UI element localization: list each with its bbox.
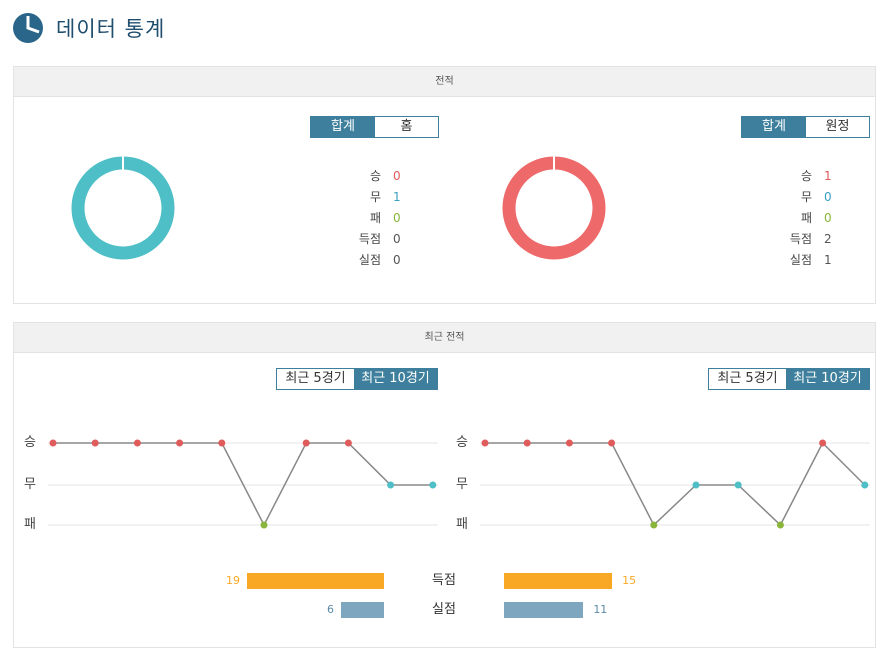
tab-home-recent-10[interactable]: 최근 10경기 (354, 369, 437, 389)
home-stat-label: 득점 (358, 232, 381, 246)
away-stat-value: 0 (824, 190, 832, 204)
home-stat-value: 0 (393, 169, 401, 183)
away-goals-value: 15 (622, 574, 637, 587)
tab-home-only[interactable]: 홈 (375, 117, 438, 137)
record-panel: 전적 합계 홈 승 0 무 1 패 0 득점 0 실점 0 합계 원정 승 1 무 0 패 0 득점 2 실점 1 (13, 66, 876, 304)
home-recent-result-point (344, 439, 352, 447)
recent-panel: 최근 전적 최근 5경기 최근 10경기 최근 5경기 최근 10경기 승 무 … (13, 322, 876, 648)
home-recent-line-chart (48, 439, 438, 529)
away-recent-result-point (481, 439, 489, 447)
away-recent-result-point (523, 439, 531, 447)
home-recent-tabs: 최근 5경기 최근 10경기 (276, 368, 438, 390)
tab-away-only[interactable]: 원정 (806, 117, 869, 137)
home-stat-value: 1 (393, 190, 401, 204)
away-recent-result-point (861, 481, 869, 489)
home-recent-result-point (176, 439, 184, 447)
home-y-label-loss: 패 (24, 517, 36, 532)
home-goals-bar (247, 573, 384, 589)
home-stat-value: 0 (393, 211, 401, 225)
record-panel-title: 전적 (14, 67, 875, 97)
page-title: 데이터 통계 (56, 17, 166, 41)
away-stat-label: 무 (800, 190, 812, 204)
tab-home-total[interactable]: 합계 (311, 117, 375, 137)
away-recent-result-point (608, 439, 616, 447)
home-record-tabs: 합계 홈 (310, 116, 439, 138)
home-recent-result-point (302, 439, 310, 447)
tab-home-recent-5[interactable]: 최근 5경기 (277, 369, 354, 389)
home-stat-label: 무 (369, 190, 381, 204)
home-stat-value: 0 (393, 232, 401, 246)
away-donut-chart (502, 156, 606, 260)
home-stat-label: 승 (369, 169, 381, 183)
away-recent-result-point (565, 439, 573, 447)
tab-away-recent-10[interactable]: 최근 10경기 (786, 369, 869, 389)
home-conceded-value: 6 (327, 603, 334, 616)
home-goals-value: 19 (226, 574, 240, 587)
conceded-label: 실점 (432, 602, 456, 617)
goals-label: 득점 (432, 573, 456, 588)
pie-chart-icon (13, 13, 43, 43)
away-recent-tabs: 최근 5경기 최근 10경기 (708, 368, 870, 390)
home-stat-label: 실점 (358, 253, 381, 267)
away-goals-bar (504, 573, 613, 589)
away-stat-value: 2 (824, 232, 832, 246)
away-recent-result-point (692, 481, 700, 489)
tab-away-total[interactable]: 합계 (742, 117, 806, 137)
home-donut-chart (71, 156, 175, 260)
recent-panel-title: 최근 전적 (14, 323, 875, 353)
away-y-label-draw: 무 (456, 477, 468, 492)
away-recent-line-chart (480, 439, 870, 529)
away-conceded-bar (504, 602, 584, 618)
home-stat-value: 0 (393, 253, 401, 267)
home-y-label-draw: 무 (24, 477, 36, 492)
away-stat-value: 1 (824, 169, 832, 183)
away-recent-result-point (819, 439, 827, 447)
home-recent-result-point (133, 439, 141, 447)
away-recent-series-line (485, 441, 866, 527)
away-donut-ring (502, 156, 606, 260)
away-stat-value: 1 (824, 253, 832, 267)
away-conceded-value: 11 (593, 603, 608, 616)
away-y-label-win: 승 (456, 435, 468, 450)
home-recent-result-point (49, 439, 57, 447)
away-stat-value: 0 (824, 211, 832, 225)
home-recent-result-point (218, 439, 226, 447)
away-stat-label: 득점 (789, 232, 812, 246)
home-donut-ring (71, 156, 175, 260)
away-recent-result-point (734, 481, 742, 489)
away-recent-result-point (650, 521, 658, 529)
home-recent-result-point (387, 481, 395, 489)
home-stat-label: 패 (369, 211, 381, 225)
home-conceded-bar (340, 602, 384, 618)
away-stat-label: 패 (800, 211, 812, 225)
page-header: 데이터 통계 (12, 10, 165, 46)
tab-away-recent-5[interactable]: 최근 5경기 (709, 369, 786, 389)
away-recent-result-point (776, 521, 784, 529)
home-recent-series-line (53, 442, 433, 527)
away-record-tabs: 합계 원정 (741, 116, 870, 138)
away-y-label-loss: 패 (456, 517, 468, 532)
home-recent-result-point (429, 481, 437, 489)
home-y-label-win: 승 (24, 435, 36, 450)
home-recent-result-point (260, 521, 268, 529)
home-recent-result-point (91, 439, 99, 447)
away-stat-label: 승 (800, 169, 812, 183)
away-stat-label: 실점 (789, 253, 812, 267)
